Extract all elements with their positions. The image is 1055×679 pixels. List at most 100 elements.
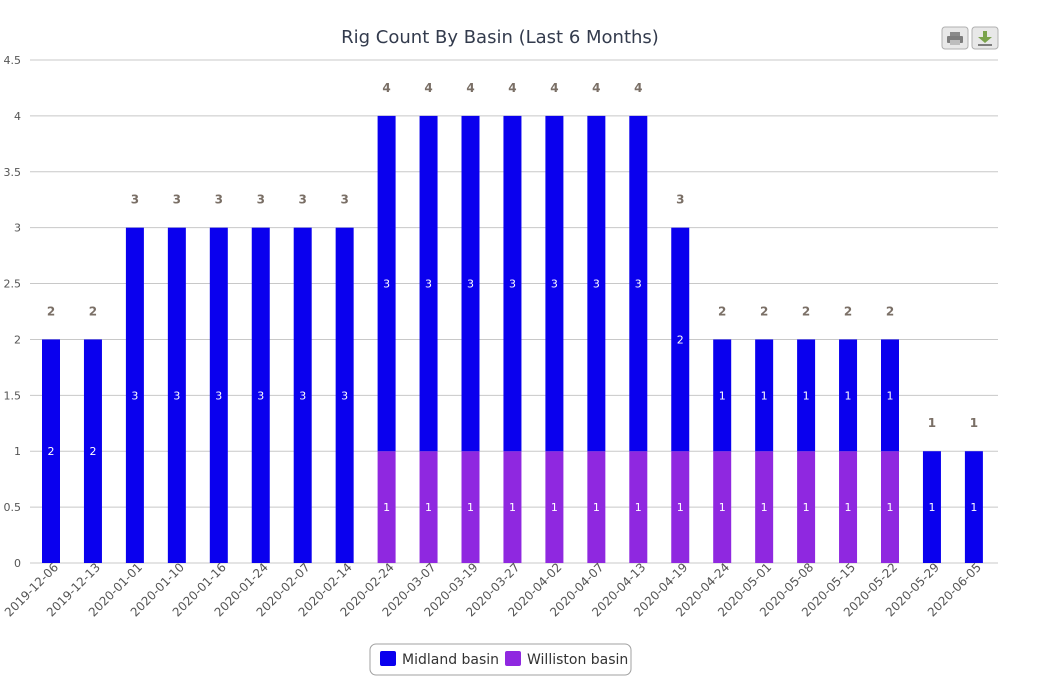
bar-midland[interactable]: [797, 339, 816, 452]
bar-midland[interactable]: [293, 227, 312, 563]
stack-total-label: 3: [676, 193, 684, 207]
bar-williston[interactable]: [461, 451, 480, 563]
bar-williston[interactable]: [671, 451, 690, 563]
bar-value-label: 3: [341, 389, 348, 402]
bar-williston[interactable]: [881, 451, 899, 563]
bar-williston[interactable]: [755, 451, 774, 563]
bar-midland[interactable]: [587, 115, 606, 452]
chart-title: Rig Count By Basin (Last 6 Months): [341, 27, 659, 48]
legend-swatch-williston: [505, 651, 521, 666]
download-button[interactable]: [971, 26, 999, 50]
bar-williston[interactable]: [419, 451, 438, 563]
stack-total-label: 2: [89, 304, 97, 318]
stack-total-label: 2: [844, 304, 852, 318]
stack-total-label: 2: [718, 304, 726, 318]
y-tick-label: 0: [14, 557, 21, 570]
bar-williston[interactable]: [839, 451, 858, 563]
bar-value-label: 3: [173, 389, 180, 402]
stack-total-label: 4: [550, 81, 558, 95]
bar-value-label: 1: [719, 501, 726, 514]
legend-label-midland: Midland basin: [402, 652, 499, 668]
bar-value-label: 1: [928, 501, 935, 514]
y-tick-label: 3.5: [4, 166, 22, 179]
download-icon: [978, 31, 992, 46]
bar-value-label: 3: [509, 278, 516, 291]
stack-total-label: 4: [508, 81, 516, 95]
bar-midland[interactable]: [629, 115, 648, 452]
legend-swatch-midland: [380, 651, 396, 666]
stack-total-label: 1: [970, 416, 978, 430]
bar-midland[interactable]: [167, 227, 186, 563]
bar-value-label: 1: [719, 389, 726, 402]
y-tick-label: 0.5: [4, 501, 22, 514]
bar-williston[interactable]: [587, 451, 606, 563]
bar-midland[interactable]: [83, 339, 102, 563]
bar-value-label: 3: [299, 389, 306, 402]
bar-value-label: 1: [425, 501, 432, 514]
bar-midland[interactable]: [209, 227, 228, 563]
bar-midland[interactable]: [545, 115, 564, 452]
stack-total-label: 4: [466, 81, 474, 95]
y-tick-label: 2: [14, 333, 21, 346]
legend-item-midland[interactable]: Midland basin: [380, 651, 499, 668]
stack-total-label: 4: [382, 81, 390, 95]
y-tick-label: 2.5: [4, 278, 22, 291]
bar-value-label: 3: [425, 278, 432, 291]
bar-value-label: 1: [845, 501, 852, 514]
stack-total-label: 2: [47, 304, 55, 318]
bar-value-label: 1: [677, 501, 684, 514]
bar-value-label: 1: [509, 501, 516, 514]
bar-value-label: 1: [845, 389, 852, 402]
bar-value-label: 1: [551, 501, 558, 514]
bar-williston[interactable]: [713, 451, 732, 563]
bar-midland[interactable]: [755, 339, 774, 452]
bar-value-label: 1: [635, 501, 642, 514]
y-tick-label: 4: [14, 110, 21, 123]
bar-value-label: 3: [635, 278, 642, 291]
bar-williston[interactable]: [797, 451, 816, 563]
bar-midland[interactable]: [42, 339, 60, 563]
bar-value-label: 2: [89, 445, 96, 458]
stack-total-label: 4: [424, 81, 432, 95]
bar-midland[interactable]: [461, 115, 480, 452]
bar-value-label: 3: [257, 389, 264, 402]
bar-value-label: 3: [215, 389, 222, 402]
bar-value-label: 1: [887, 501, 894, 514]
legend: Midland basin Williston basin: [369, 643, 632, 676]
stack-total-label: 1: [928, 416, 936, 430]
y-axis-ticks: 0 0.5 1 1.5 2 2.5 3 3.5 4 4.5: [4, 54, 22, 570]
bar-value-label: 1: [761, 501, 768, 514]
bar-midland[interactable]: [251, 227, 270, 563]
bar-williston[interactable]: [545, 451, 564, 563]
bar-midland[interactable]: [839, 339, 858, 452]
bar-williston[interactable]: [629, 451, 648, 563]
bar-midland[interactable]: [335, 227, 354, 563]
bar-midland[interactable]: [964, 451, 983, 563]
bar-midland[interactable]: [713, 339, 732, 452]
bar-midland[interactable]: [503, 115, 522, 452]
bar-midland[interactable]: [922, 451, 941, 563]
bar-williston[interactable]: [377, 451, 396, 563]
stack-total-label: 3: [299, 193, 307, 207]
stack-total-label: 3: [340, 193, 348, 207]
bar-value-label: 1: [970, 501, 977, 514]
bar-midland[interactable]: [419, 115, 438, 452]
legend-item-williston[interactable]: Williston basin: [505, 651, 628, 668]
bar-value-label: 1: [887, 389, 894, 402]
legend-label-williston: Williston basin: [527, 652, 628, 668]
bar-midland[interactable]: [125, 227, 144, 563]
bar-midland[interactable]: [881, 339, 899, 452]
printer-icon: [947, 32, 963, 45]
stack-total-label: 2: [802, 304, 810, 318]
x-axis-ticks: 2019-12-062019-12-132020-01-012020-01-10…: [2, 560, 984, 619]
bar-value-label: 3: [551, 278, 558, 291]
bar-value-label: 2: [48, 445, 55, 458]
bar-midland[interactable]: [671, 227, 690, 452]
bar-midland[interactable]: [377, 115, 396, 452]
bar-williston[interactable]: [503, 451, 522, 563]
bar-value-label: 1: [467, 501, 474, 514]
print-button[interactable]: [941, 26, 969, 50]
bar-value-label: 1: [803, 389, 810, 402]
stack-total-label: 4: [592, 81, 600, 95]
y-tick-label: 1.5: [4, 389, 22, 402]
